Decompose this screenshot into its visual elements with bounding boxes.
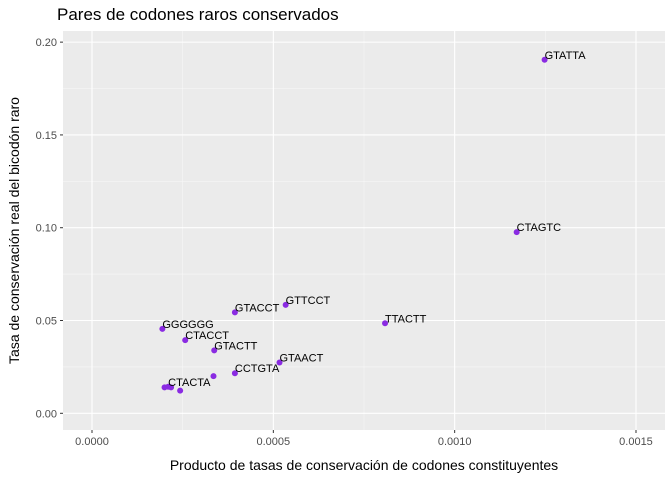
data-point (210, 373, 217, 380)
y-tick-label: 0.20 (36, 37, 57, 49)
data-point (161, 384, 168, 391)
x-axis-ticks: 0.0000 0.0005 0.0010 0.0015 (75, 430, 653, 448)
y-axis-title: Tasa de conservación real del bicodón ra… (6, 97, 22, 364)
point-label: GGGGGG (162, 319, 213, 331)
point-label: GTTCCT (286, 295, 331, 307)
point-label: GTATTA (545, 50, 587, 62)
point-labels: GTATTACTAGTCTTACTTGTTCCTGTACCTGGGGGGCTAC… (162, 50, 586, 389)
x-axis-title: Producto de tasas de conservación de cod… (170, 457, 558, 473)
y-tick-label: 0.05 (36, 316, 57, 328)
point-label: GTAACT (280, 352, 324, 364)
y-tick-label: 0.15 (36, 130, 57, 142)
x-tick-label: 0.0000 (75, 436, 109, 448)
data-points (159, 56, 548, 394)
point-label: CTACCT (185, 330, 229, 342)
major-gridlines (63, 31, 665, 430)
data-point (177, 387, 184, 394)
data-point (276, 359, 283, 366)
data-point (513, 229, 520, 236)
data-point (159, 325, 166, 332)
data-point (231, 370, 238, 377)
data-point (231, 309, 238, 316)
x-tick-label: 0.0015 (619, 436, 653, 448)
data-point (168, 384, 175, 391)
y-tick-label: 0.10 (36, 223, 57, 235)
point-label: CTACTA (168, 377, 211, 389)
minor-gridlines (63, 31, 665, 430)
x-tick-label: 0.0005 (257, 436, 291, 448)
data-point (541, 56, 548, 63)
x-tick-label: 0.0010 (438, 436, 472, 448)
point-label: TTACTT (385, 313, 427, 325)
point-label: CCTGTA (235, 363, 280, 375)
point-label: GTACCT (235, 302, 280, 314)
chart-title: Pares de codones raros conservados (57, 5, 339, 24)
y-axis-ticks: 0.00 0.05 0.10 0.15 0.20 (36, 37, 63, 420)
data-point (282, 301, 289, 308)
point-label: GTACTT (214, 340, 257, 352)
point-label: CTAGTC (517, 222, 561, 234)
data-point (382, 320, 389, 327)
y-tick-label: 0.00 (36, 408, 57, 420)
data-point (182, 337, 189, 344)
data-point (211, 347, 218, 354)
